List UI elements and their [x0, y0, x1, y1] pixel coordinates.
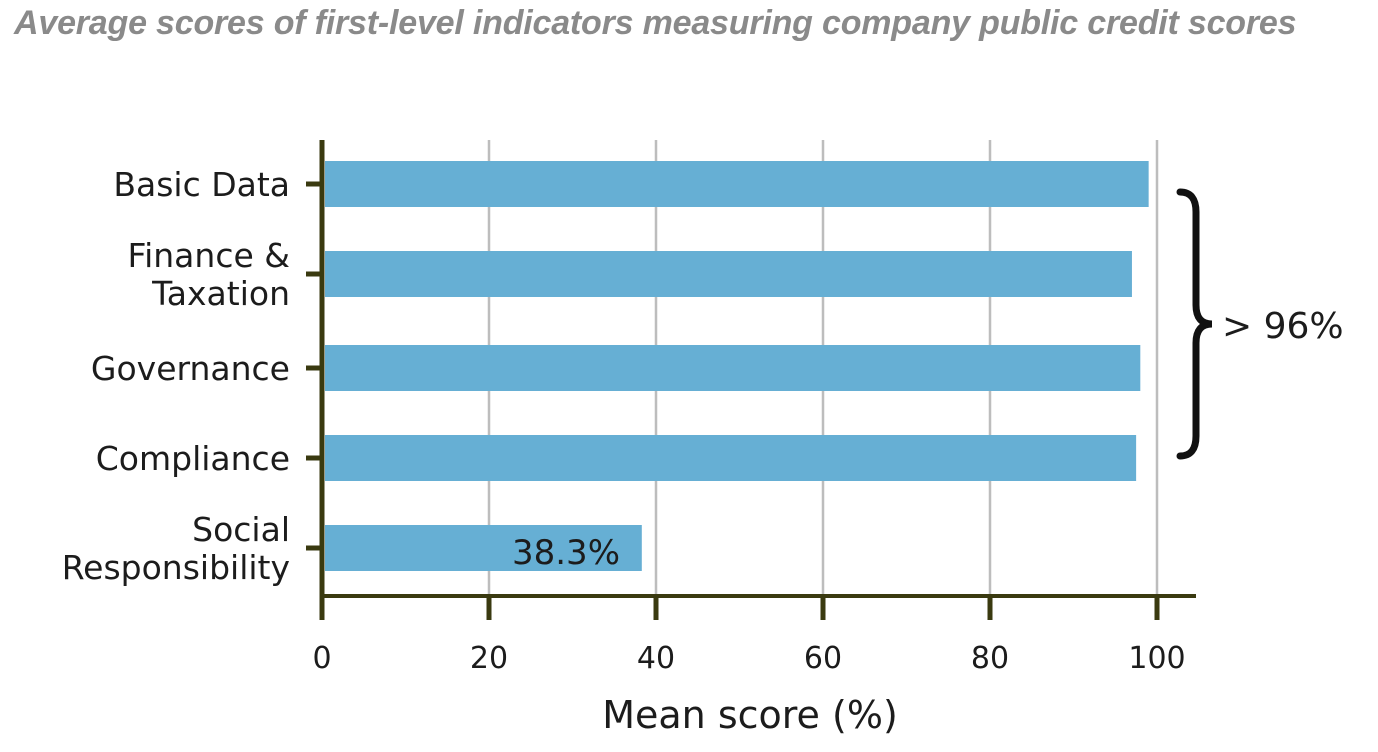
category-label: Governance — [91, 349, 290, 388]
x-tick-label: 40 — [637, 641, 675, 676]
x-axis-label: Mean score (%) — [602, 693, 898, 737]
bar — [325, 435, 1137, 481]
x-tick-label: 80 — [971, 641, 1009, 676]
social-responsibility-data-label: 38.3% — [512, 533, 620, 573]
bar — [325, 525, 642, 571]
brace-bracket — [1176, 188, 1213, 460]
x-tick-labels: 0 20 40 60 80 100 — [312, 641, 1185, 676]
x-tick-label: 100 — [1128, 641, 1185, 676]
category-label: Taxation — [151, 274, 290, 313]
brace-label: > 96% — [1222, 306, 1344, 347]
category-labels: Basic Data Finance &Taxation Governance Com… — [62, 165, 290, 587]
x-tick-label: 0 — [312, 641, 331, 676]
chart-title: Average scores of first-level indicators… — [14, 4, 1297, 42]
bar — [325, 345, 1141, 391]
axes — [306, 140, 1196, 620]
bar — [325, 161, 1149, 207]
category-label: Social — [192, 510, 290, 549]
x-tick-label: 20 — [470, 641, 508, 676]
category-label: Responsibility — [62, 548, 290, 587]
bars — [325, 161, 1149, 571]
x-tick-label: 60 — [804, 641, 842, 676]
category-label: Compliance — [96, 439, 290, 478]
category-label: Basic Data — [113, 165, 290, 204]
bar — [325, 251, 1132, 297]
category-label: Finance & — [128, 236, 290, 275]
